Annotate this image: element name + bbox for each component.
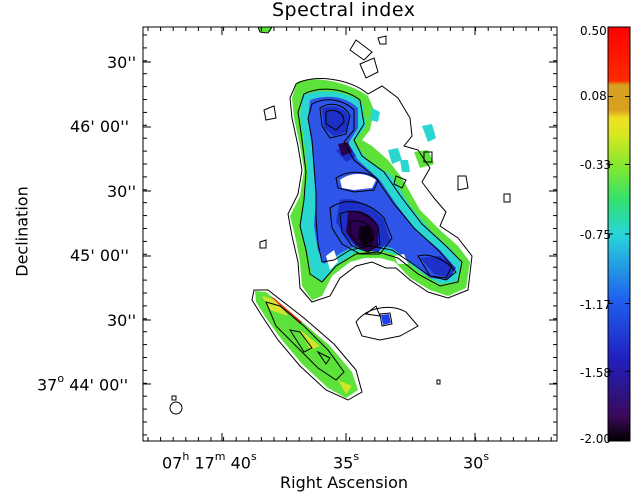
x-tick-label-0-s: 40 [230, 453, 251, 473]
contour-left-1 [263, 105, 277, 121]
y-tick-label-0: 30'' [107, 53, 137, 72]
contour-top-right [349, 39, 373, 61]
axis-ticks [143, 27, 557, 441]
contour-lower [355, 306, 419, 341]
contour-2 [297, 88, 463, 287]
contour-filament-inner [265, 301, 345, 381]
emission-map [255, 27, 470, 398]
lower-blob [381, 314, 391, 325]
y-tick-label-5-deg: 37 [37, 375, 58, 395]
x-tick-label-1-s: 35 [333, 453, 354, 473]
contour-right-1 [457, 175, 469, 191]
contour-right-3 [423, 151, 433, 163]
y-axis-label: Declination [12, 186, 32, 277]
contour-right-2 [503, 193, 511, 203]
minute-symbol: m [214, 450, 226, 463]
contour-tiny-2 [171, 395, 177, 401]
hole-1 [340, 174, 376, 190]
steep-core-black [358, 226, 374, 246]
cb-tick-label-0: 0.50 [580, 24, 607, 38]
y-tick-label-1: 46' 00'' [70, 117, 129, 136]
beam-ellipse [169, 401, 183, 415]
knot-right-1 [422, 124, 436, 142]
y-tick-label-5: 37o 44' 00'' [37, 372, 129, 395]
knot-right-3 [370, 108, 380, 122]
contour-hole [335, 171, 379, 193]
colorbar-ticks [608, 26, 630, 442]
x-tick-label-2: 30s [463, 450, 490, 473]
filament-red-edge [270, 296, 302, 324]
x-tick-label-0-m: 17 [194, 453, 215, 473]
y-tick-label-2: 30'' [107, 182, 137, 201]
filament-green [255, 291, 358, 398]
y-tick-label-4: 30'' [107, 311, 137, 330]
contour-5 [325, 109, 381, 253]
contour-lower-core [379, 312, 393, 327]
contour-right-4 [393, 175, 407, 189]
degree-symbol: o [57, 372, 65, 385]
filament-yellow [262, 296, 352, 394]
contour-tiny-1 [436, 379, 441, 385]
contour-upper-right [359, 57, 379, 79]
contour-filament-core [288, 329, 331, 365]
second-symbol-1: s [353, 450, 360, 463]
cb-tick-label-4: -1.17 [580, 298, 612, 312]
hole-2 [326, 250, 408, 270]
knot-right-4 [388, 148, 410, 172]
contour-4 [319, 103, 457, 281]
cb-tick-label-3: -0.75 [580, 228, 612, 242]
y-tick-label-3: 45' 00'' [70, 246, 129, 265]
steep-core [338, 142, 378, 252]
second-symbol-2: s [483, 450, 490, 463]
x-tick-label-0-h: 07 [162, 453, 183, 473]
cb-tick-label-5: -1.58 [580, 366, 612, 380]
cb-tick-label-2: -0.33 [580, 158, 612, 172]
x-axis-label: Right Ascension [280, 473, 408, 492]
cb-tick-label-1: 0.08 [580, 89, 607, 103]
y-tick-label-5-rest: 44' 00'' [69, 375, 129, 395]
second-symbol-0: s [250, 450, 257, 463]
x-tick-label-2-s: 30 [463, 453, 484, 473]
x-tick-label-1: 35s [333, 450, 360, 473]
contour-top-blob [257, 26, 273, 34]
contour-lower-small [364, 305, 381, 317]
contour-3 [307, 99, 453, 279]
x-tick-label-0: 07h 17m 40s [162, 450, 257, 473]
cb-tick-label-6: -2.00 [580, 432, 612, 446]
contour-filament-outer [251, 289, 363, 401]
contours [171, 26, 511, 401]
chart-title: Spectral index [272, 0, 416, 21]
contour-left-2 [259, 239, 267, 249]
contour-6 [349, 220, 375, 247]
hour-symbol: h [182, 450, 190, 463]
contour-top-right-2 [377, 35, 387, 45]
contour-outer [287, 78, 473, 303]
